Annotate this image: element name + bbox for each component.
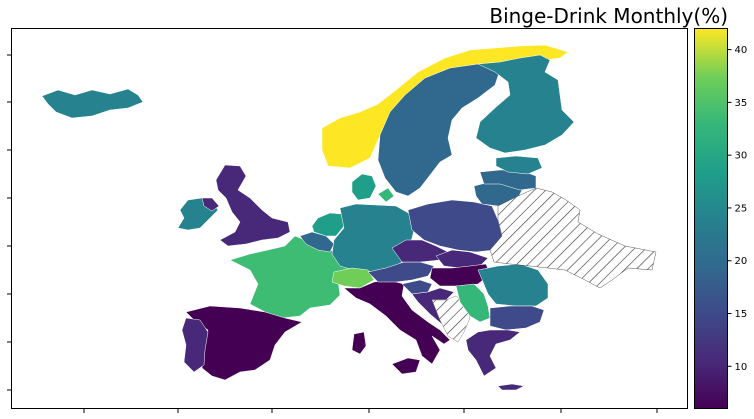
region-sicily[interactable] bbox=[391, 357, 421, 375]
colorbar: 10 15 20 25 30 35 40 bbox=[694, 28, 748, 409]
region-greece[interactable] bbox=[465, 329, 521, 377]
region-belgium[interactable] bbox=[299, 231, 335, 253]
colorbar-tick-label: 10 bbox=[735, 362, 748, 373]
map-title: Binge-Drink Monthly(%) bbox=[489, 4, 728, 28]
region-estonia[interactable] bbox=[495, 155, 543, 175]
region-sweden[interactable] bbox=[377, 63, 501, 197]
region-sardinia[interactable] bbox=[351, 331, 367, 355]
region-portugal[interactable] bbox=[181, 317, 209, 373]
region-northern-ireland[interactable] bbox=[201, 197, 220, 212]
colorbar-tick-label: 40 bbox=[735, 45, 748, 56]
region-switzerland[interactable] bbox=[331, 267, 375, 289]
region-finland[interactable] bbox=[475, 54, 575, 154]
region-romania[interactable] bbox=[477, 263, 549, 307]
colorbar-tick-label: 30 bbox=[735, 151, 748, 162]
region-austria[interactable] bbox=[367, 261, 435, 283]
region-denmark-island[interactable] bbox=[377, 187, 395, 203]
region-slovakia[interactable] bbox=[435, 249, 489, 269]
region-france[interactable] bbox=[229, 235, 353, 319]
colorbar-tick-label: 15 bbox=[735, 309, 748, 320]
region-crete[interactable] bbox=[497, 383, 525, 391]
colorbar-tick-label: 35 bbox=[735, 98, 748, 109]
region-uk[interactable] bbox=[215, 164, 291, 247]
frame-ticks bbox=[7, 54, 658, 413]
colorbar-tick-label: 25 bbox=[735, 203, 748, 214]
region-bulgaria[interactable] bbox=[489, 305, 545, 331]
region-denmark[interactable] bbox=[351, 173, 377, 201]
colorbar-tick-label: 20 bbox=[735, 256, 748, 267]
region-iceland[interactable] bbox=[41, 88, 144, 119]
colorbar-ticks: 10 15 20 25 30 35 40 bbox=[727, 45, 748, 373]
region-slovenia[interactable] bbox=[401, 279, 433, 295]
map-regions bbox=[41, 44, 657, 391]
region-belarus-ukraine-nodata[interactable] bbox=[489, 187, 657, 289]
region-balkans-nodata[interactable] bbox=[431, 295, 471, 343]
